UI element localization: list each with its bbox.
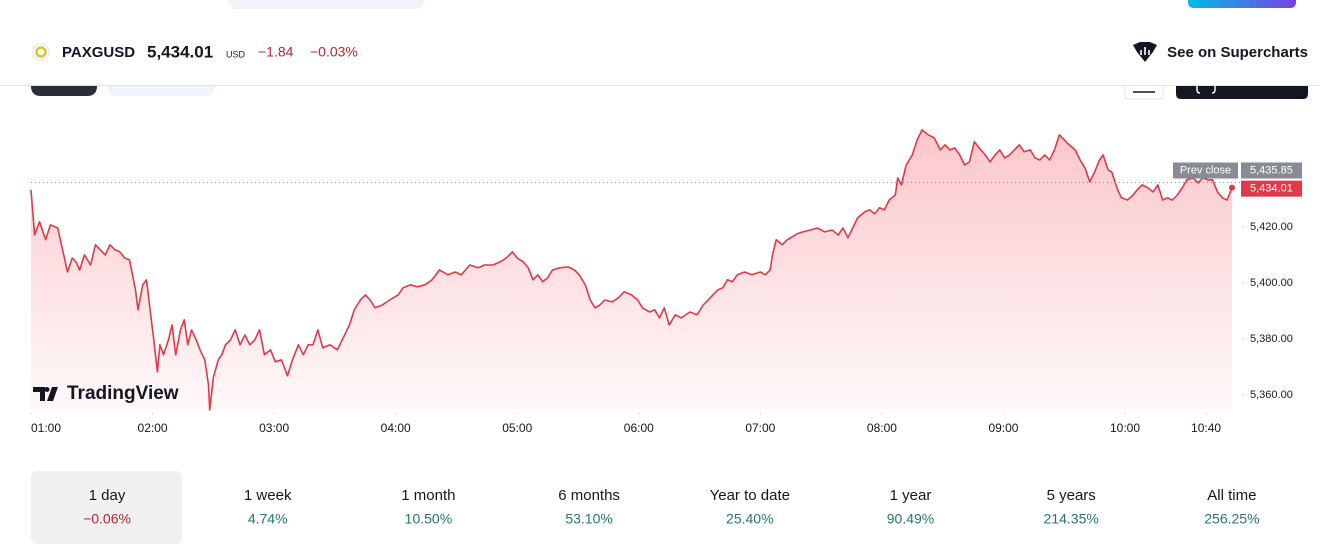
x-tick-label: 02:00 <box>138 421 168 435</box>
symbol[interactable]: PAXGUSD <box>62 44 135 61</box>
x-tick-label: 10:00 <box>1110 421 1140 435</box>
x-tick-label: 09:00 <box>988 421 1018 435</box>
symbol-logo-ring <box>35 46 47 58</box>
supercharts-text[interactable]: See on Supercharts <box>1167 44 1308 61</box>
period-change: 90.49% <box>887 511 934 527</box>
period-item[interactable]: All time 256.25% <box>1204 487 1259 527</box>
dark-button[interactable] <box>1176 86 1308 99</box>
prev-close-label: 5,435.85 <box>1250 164 1293 176</box>
period-label[interactable]: 1 day <box>89 487 126 504</box>
range-pill[interactable] <box>107 86 215 96</box>
period-item[interactable]: Year to date 25.40% <box>710 487 790 527</box>
icon-button[interactable] <box>1124 86 1164 100</box>
x-tick-label: 05:00 <box>502 421 532 435</box>
change-pct: −0.03% <box>310 44 358 60</box>
x-tick-label: 04:00 <box>381 421 411 435</box>
plot-area: 5,360.00 5,380.00 5,400.00 5,420.00 01:00 02:… <box>30 129 1302 435</box>
period-label[interactable]: 1 week <box>244 487 292 504</box>
period-item[interactable]: 1 year 90.49% <box>887 487 934 527</box>
range-pill[interactable] <box>31 86 97 96</box>
button-glyph <box>1196 86 1216 94</box>
period-change: 256.25% <box>1204 511 1259 527</box>
x-tick-label: 06:00 <box>624 421 654 435</box>
price-line <box>30 129 1233 411</box>
period-label[interactable]: 6 months <box>558 487 620 504</box>
x-tick-label: 03:00 <box>259 421 289 435</box>
last-price-label: 5,434.01 <box>1250 183 1293 195</box>
period-change: −0.06% <box>83 511 131 527</box>
x-tick-label: 10:40 <box>1191 421 1221 435</box>
top-pill[interactable] <box>228 0 424 9</box>
period-label[interactable]: 1 year <box>890 487 932 504</box>
top-button[interactable] <box>1188 0 1296 8</box>
period-selected-bg <box>31 471 182 544</box>
period-change: 10.50% <box>405 511 452 527</box>
period-label[interactable]: 5 years <box>1047 487 1096 504</box>
period-label[interactable]: Year to date <box>710 487 790 504</box>
period-item[interactable]: 1 week 4.74% <box>244 487 292 527</box>
y-tick-label: 5,420.00 <box>1250 221 1293 233</box>
prev-close-badge <box>1241 162 1302 179</box>
change: −1.84 <box>258 44 294 60</box>
watermark-logo <box>33 387 58 401</box>
period-change: 4.74% <box>248 511 288 527</box>
y-tick-label: 5,380.00 <box>1250 333 1293 345</box>
period-bar: 1 day −0.06% 1 week 4.74% 1 month 10.50% 6 mon… <box>31 471 1260 544</box>
x-tick-label: 08:00 <box>867 421 897 435</box>
supercharts-icon-glyph <box>1140 47 1150 55</box>
x-tick-label: 01:00 <box>31 421 61 435</box>
currency: USD <box>226 49 246 59</box>
watermark: TradingView <box>33 383 179 404</box>
price-area <box>31 130 1232 410</box>
period-label[interactable]: 1 month <box>401 487 455 504</box>
prev-close-tag <box>1173 162 1238 179</box>
period-change: 25.40% <box>726 511 773 527</box>
prev-close-text: Prev close <box>1180 164 1231 176</box>
last-price-badge <box>1241 180 1302 197</box>
period-item[interactable]: 5 years 214.35% <box>1044 487 1099 527</box>
x-tick-label: 07:00 <box>745 421 775 435</box>
period-change: 214.35% <box>1044 511 1099 527</box>
price: 5,434.01 <box>147 42 213 61</box>
supercharts-link[interactable]: See on Supercharts <box>1133 42 1308 62</box>
period-item[interactable]: 1 day −0.06% <box>31 471 182 544</box>
y-tick-label: 5,400.00 <box>1250 277 1293 289</box>
y-tick-label: 5,360.00 <box>1250 389 1293 401</box>
period-item[interactable]: 6 months 53.10% <box>558 487 620 527</box>
watermark-text: TradingView <box>67 383 179 404</box>
period-label[interactable]: All time <box>1207 487 1256 504</box>
period-item[interactable]: 1 month 10.50% <box>401 487 455 527</box>
period-change: 53.10% <box>565 511 612 527</box>
header-bg <box>0 10 1320 85</box>
last-point <box>1229 184 1235 191</box>
